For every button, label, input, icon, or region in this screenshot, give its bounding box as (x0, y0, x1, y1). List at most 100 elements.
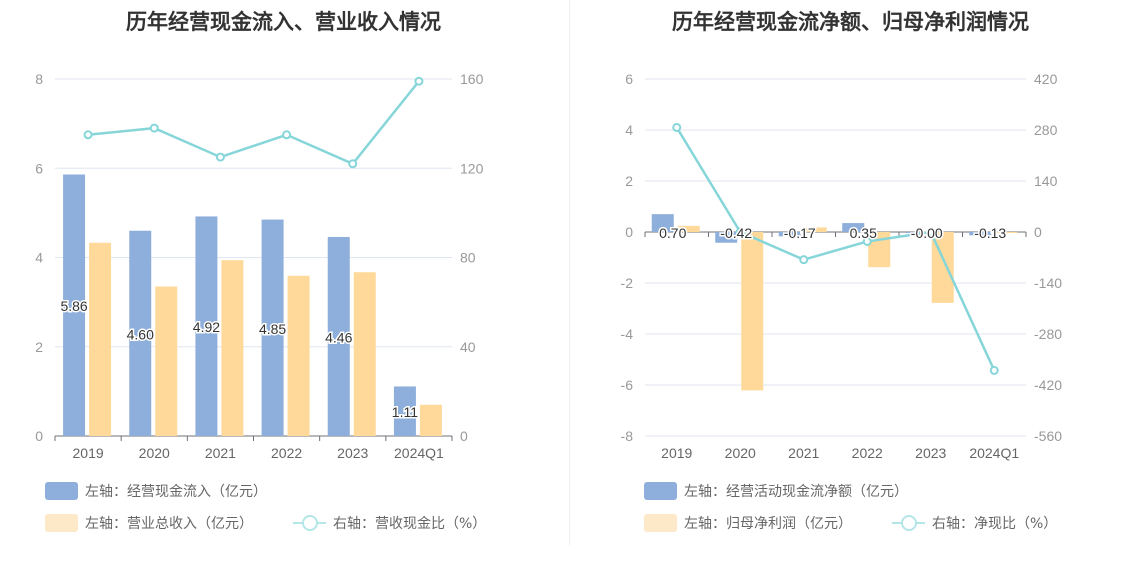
ratio-point (672, 122, 682, 132)
net-cash-flow-chart: -8 -560 -6 -420 -4 -280 -2 -140 0 0 2 140 4 280 6 420 20… (621, 71, 1063, 461)
bar-data-label: 0.35 (850, 225, 877, 241)
legend-swatch-line (293, 514, 326, 532)
bar-data-label: 0.70 (659, 225, 686, 241)
ratio-point (862, 236, 872, 246)
bar-primary (651, 214, 674, 232)
bar-secondary (155, 286, 178, 436)
y-right-tick-label: -420 (1034, 377, 1062, 393)
legend-net-cash-ratio[interactable]: 右轴：净现比（%） (892, 513, 1057, 533)
bar-data-label: -0.42 (720, 225, 752, 241)
ratio-point (735, 227, 745, 237)
y-right-tick-label: 420 (1034, 71, 1058, 87)
ratio-point (282, 130, 292, 140)
legend-label: 左轴：营业总收入（亿元） (85, 516, 253, 532)
x-tick-label: 2024Q1 (394, 445, 444, 461)
legend-label: 左轴：归母净利润（亿元） (684, 516, 852, 532)
legend-swatch-bar (644, 514, 677, 532)
bar-secondary (353, 272, 376, 436)
bar-data-label: 4.60 (127, 326, 154, 342)
y-right-tick-label: 0 (460, 428, 468, 444)
bar-secondary (741, 232, 764, 391)
bar-primary (905, 232, 928, 233)
bar-data-label: 1.11 (392, 404, 418, 420)
bar-data-label: 4.92 (193, 319, 220, 335)
bar-data-label: 4.85 (259, 321, 286, 337)
y-left-tick-label: -8 (621, 428, 634, 444)
y-left-tick-label: 8 (35, 71, 43, 87)
y-left-tick-label: 6 (35, 160, 43, 176)
panel-divider (569, 0, 570, 545)
legend-label: 左轴：经营现金流入（亿元） (85, 484, 267, 500)
ratio-line (87, 80, 420, 166)
bar-secondary (931, 232, 954, 303)
y-right-tick-label: -560 (1034, 428, 1062, 444)
y-left-tick-label: 4 (35, 250, 43, 266)
bar-primary (327, 236, 350, 436)
x-tick-label: 2020 (725, 445, 756, 461)
x-tick-label: 2023 (915, 445, 946, 461)
y-right-tick-label: 120 (460, 160, 484, 176)
legend-revenue-cash-ratio[interactable]: 右轴：营收现金比（%） (293, 513, 486, 533)
bar-data-label: -0.13 (974, 225, 1006, 241)
y-right-tick-label: -140 (1034, 275, 1062, 291)
y-right-tick-label: -280 (1034, 326, 1062, 342)
x-tick-label: 2021 (205, 445, 236, 461)
bar-secondary (221, 260, 244, 436)
y-left-tick-label: 4 (625, 122, 633, 138)
x-tick-label: 2020 (139, 445, 170, 461)
legend-swatch-bar (644, 482, 677, 500)
legend-label: 右轴：净现比（%） (932, 516, 1058, 532)
x-tick-label: 2019 (73, 445, 104, 461)
y-left-tick-label: 2 (625, 173, 633, 189)
bar-data-label: 4.46 (325, 329, 352, 345)
ratio-point (83, 130, 93, 140)
ratio-line (675, 126, 996, 371)
ratio-point (799, 255, 809, 265)
x-tick-label: 2022 (852, 445, 883, 461)
bar-primary (261, 219, 284, 436)
legend-net-profit[interactable]: 左轴：归母净利润（亿元） (644, 513, 852, 533)
legend-swatch-line (892, 514, 925, 532)
legend-operating-net-cash[interactable]: 左轴：经营活动现金流净额（亿元） (644, 481, 908, 501)
y-right-tick-label: 160 (460, 71, 484, 87)
bar-primary (778, 232, 801, 237)
bar-secondary (804, 227, 827, 232)
legend-cash-inflow[interactable]: 左轴：经营现金流入（亿元） (45, 481, 267, 501)
x-tick-label: 2023 (337, 445, 368, 461)
bar-primary (393, 386, 416, 436)
bar-secondary (995, 232, 1018, 233)
legend-label: 左轴：经营活动现金流净额（亿元） (684, 484, 908, 500)
chart-panel-net-cash-flow: 历年经营现金流净额、归母净利润情况 -8 -560 -6 -420 -4 -280 -2 -1… (567, 0, 1134, 582)
cash-inflow-chart: 0 0 2 40 4 80 6 120 8 160 2019 2020 2021 2022 2023 2024… (35, 71, 484, 461)
bar-secondary (89, 242, 112, 436)
y-right-tick-label: 280 (1034, 122, 1058, 138)
legend-swatch-bar (45, 482, 78, 500)
bar-data-label: -0.00 (911, 225, 943, 241)
y-right-tick-label: 80 (460, 250, 476, 266)
bar-primary (715, 232, 738, 243)
ratio-point (414, 76, 424, 86)
y-right-tick-label: 40 (460, 339, 476, 355)
y-left-tick-label: -6 (621, 377, 634, 393)
y-left-tick-label: 0 (625, 224, 633, 240)
bar-secondary (677, 225, 700, 232)
bar-primary (969, 232, 992, 236)
ratio-point (149, 123, 159, 133)
bar-secondary (287, 275, 310, 436)
y-left-tick-label: -2 (621, 275, 634, 291)
legend-label: 右轴：营收现金比（%） (333, 516, 487, 532)
chart-panel-cash-inflow: 历年经营现金流入、营业收入情况 0 0 2 40 4 80 6 120 8 160 2019 2020… (35, 10, 486, 533)
y-right-tick-label: 0 (1034, 224, 1042, 240)
ratio-point (215, 152, 225, 162)
y-left-tick-label: 6 (625, 71, 633, 87)
y-right-tick-label: 140 (1034, 173, 1058, 189)
ratio-point (348, 159, 358, 169)
x-tick-label: 2022 (271, 445, 302, 461)
y-left-tick-label: -4 (621, 326, 634, 342)
legend-revenue[interactable]: 左轴：营业总收入（亿元） (45, 513, 253, 533)
bar-secondary (419, 404, 442, 436)
bar-primary (842, 223, 865, 232)
x-tick-label: 2021 (788, 445, 819, 461)
ratio-point (989, 365, 999, 375)
y-left-tick-label: 0 (35, 428, 43, 444)
